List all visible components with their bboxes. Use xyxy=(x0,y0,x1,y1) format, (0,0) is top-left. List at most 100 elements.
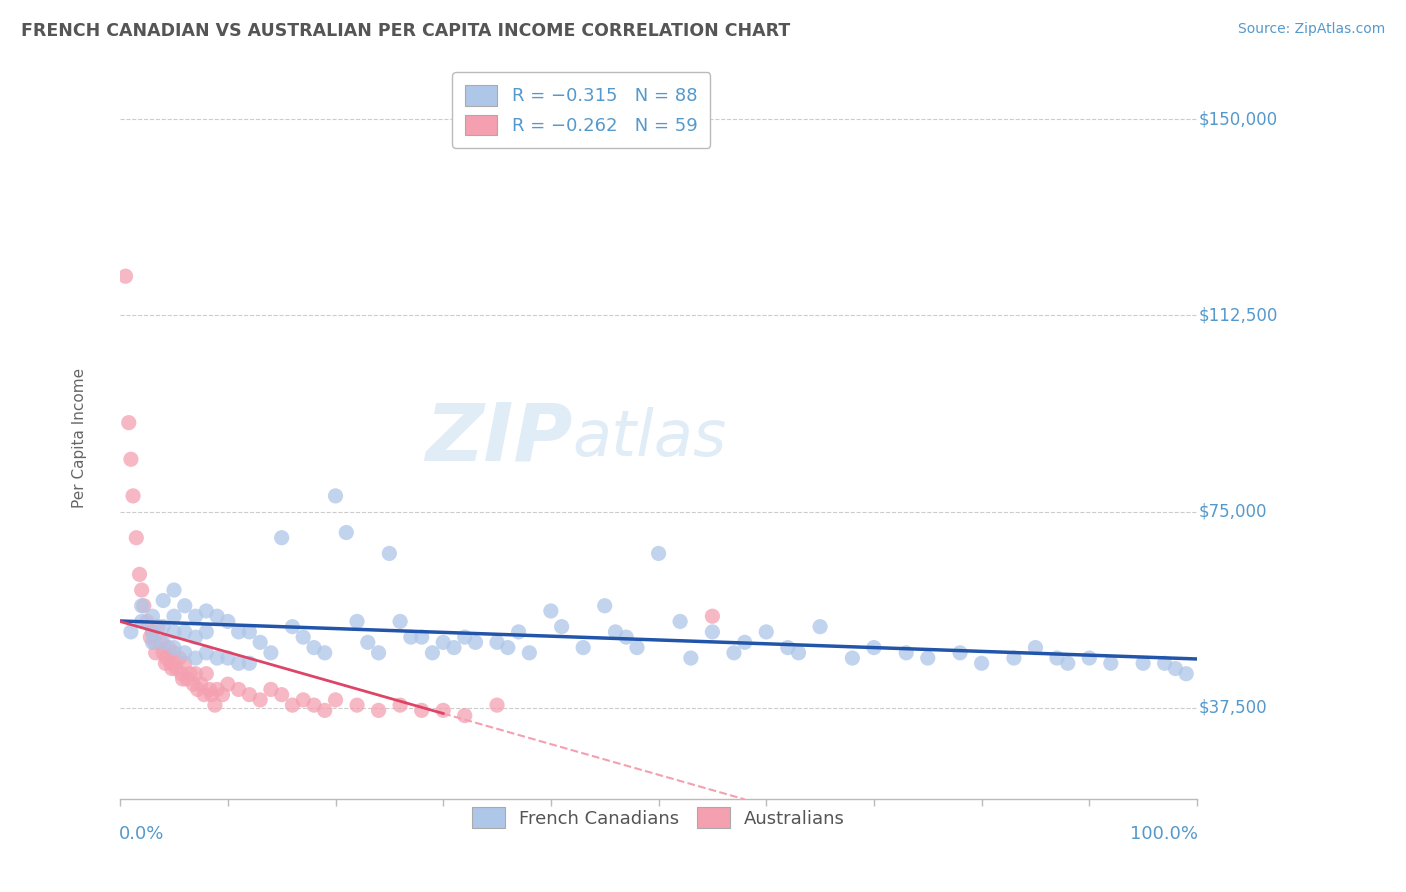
Point xyxy=(647,546,669,560)
Point xyxy=(141,624,163,639)
Point xyxy=(169,651,191,665)
Point xyxy=(195,646,218,660)
Point xyxy=(152,646,174,660)
Point xyxy=(143,635,166,649)
Point xyxy=(367,646,389,660)
Point xyxy=(346,615,368,629)
Point xyxy=(389,615,412,629)
Point xyxy=(184,630,207,644)
Text: atlas: atlas xyxy=(572,408,727,469)
Point xyxy=(399,630,422,644)
Text: Per Capita Income: Per Capita Income xyxy=(72,368,87,508)
Point xyxy=(734,635,756,649)
Point xyxy=(755,624,778,639)
Point xyxy=(292,693,315,707)
Text: $75,000: $75,000 xyxy=(1199,502,1268,521)
Point xyxy=(184,651,207,665)
Point xyxy=(193,688,215,702)
Point xyxy=(163,640,186,655)
Point xyxy=(122,489,145,503)
Point xyxy=(443,640,465,655)
Point xyxy=(325,489,347,503)
Point xyxy=(281,620,304,634)
Point xyxy=(593,599,616,613)
Point xyxy=(179,666,201,681)
Point xyxy=(198,682,221,697)
Point xyxy=(614,630,637,644)
Point xyxy=(160,661,183,675)
Point xyxy=(249,635,271,649)
Point xyxy=(173,624,195,639)
Point xyxy=(917,651,939,665)
Point xyxy=(163,582,186,597)
Point xyxy=(201,688,224,702)
Point xyxy=(776,640,799,655)
Point xyxy=(228,624,250,639)
Point xyxy=(238,624,260,639)
Point xyxy=(302,698,325,713)
Point xyxy=(302,640,325,655)
Point xyxy=(173,599,195,613)
Point xyxy=(1046,651,1069,665)
Point xyxy=(152,620,174,634)
Point xyxy=(141,624,163,639)
Point xyxy=(572,640,595,655)
Point xyxy=(217,651,239,665)
Point xyxy=(211,688,233,702)
Point xyxy=(496,640,519,655)
Point xyxy=(260,682,283,697)
Point xyxy=(346,698,368,713)
Point xyxy=(1056,657,1078,671)
Point xyxy=(411,703,433,717)
Point xyxy=(146,620,169,634)
Point xyxy=(949,646,972,660)
Point xyxy=(205,682,228,697)
Point xyxy=(131,582,153,597)
Point xyxy=(163,624,186,639)
Point xyxy=(325,693,347,707)
Point xyxy=(205,651,228,665)
Point xyxy=(281,698,304,713)
Point xyxy=(205,609,228,624)
Text: $112,500: $112,500 xyxy=(1199,307,1278,325)
Point xyxy=(173,646,195,660)
Point xyxy=(841,651,863,665)
Point xyxy=(190,677,212,691)
Point xyxy=(314,646,336,660)
Point xyxy=(389,698,412,713)
Point xyxy=(550,620,572,634)
Point xyxy=(378,546,401,560)
Point xyxy=(669,615,692,629)
Point xyxy=(970,657,993,671)
Point xyxy=(141,609,163,624)
Point xyxy=(170,666,193,681)
Point xyxy=(863,640,886,655)
Point xyxy=(270,531,292,545)
Point xyxy=(486,635,509,649)
Text: FRENCH CANADIAN VS AUSTRALIAN PER CAPITA INCOME CORRELATION CHART: FRENCH CANADIAN VS AUSTRALIAN PER CAPITA… xyxy=(21,22,790,40)
Point xyxy=(432,635,454,649)
Point xyxy=(1078,651,1101,665)
Point xyxy=(1099,657,1122,671)
Point xyxy=(152,593,174,607)
Point xyxy=(1164,661,1187,675)
Point xyxy=(605,624,627,639)
Point xyxy=(131,599,153,613)
Point xyxy=(228,682,250,697)
Point xyxy=(357,635,380,649)
Point xyxy=(172,672,194,686)
Text: Source: ZipAtlas.com: Source: ZipAtlas.com xyxy=(1237,22,1385,37)
Point xyxy=(120,624,142,639)
Point xyxy=(128,567,150,582)
Point xyxy=(184,609,207,624)
Point xyxy=(195,666,218,681)
Point xyxy=(464,635,486,649)
Point xyxy=(249,693,271,707)
Point xyxy=(454,630,477,644)
Point xyxy=(159,657,181,671)
Point xyxy=(432,703,454,717)
Point xyxy=(184,666,207,681)
Point xyxy=(702,624,724,639)
Text: $150,000: $150,000 xyxy=(1199,111,1278,128)
Point xyxy=(120,452,142,467)
